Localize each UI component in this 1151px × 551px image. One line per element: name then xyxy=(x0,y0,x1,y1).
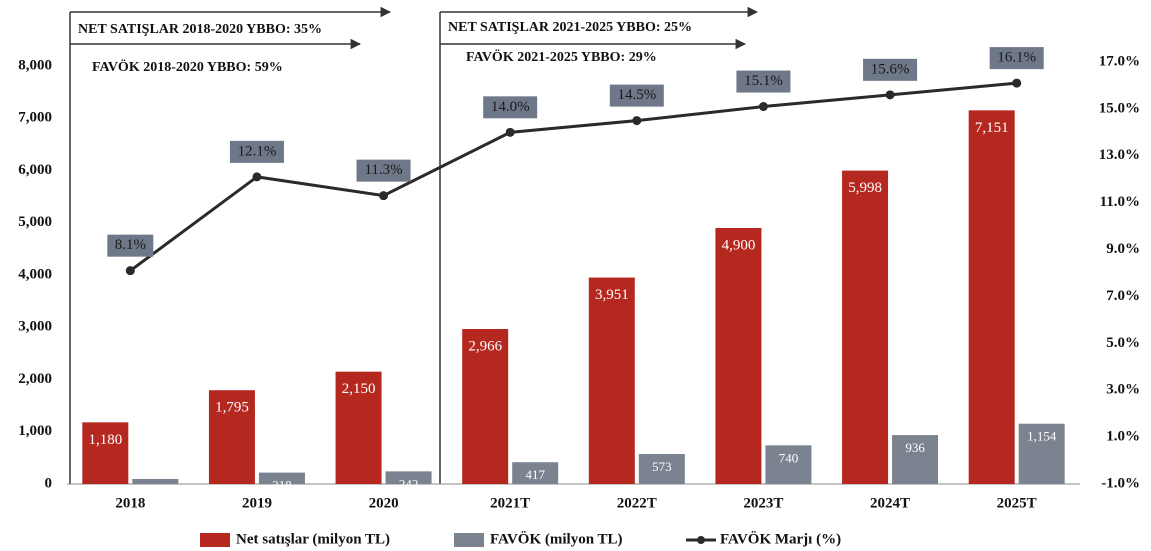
point xyxy=(885,90,895,100)
x-tick-label: 2024T xyxy=(870,495,910,511)
label-box xyxy=(229,140,284,163)
y-tick-label: 1,000 xyxy=(18,423,52,439)
annotation: FAVÖK 2021-2025 YBBO: 29% xyxy=(466,48,657,65)
y2-tick-label: 3.0% xyxy=(1106,382,1140,398)
y-tick-label: 2,000 xyxy=(18,371,52,387)
bar xyxy=(638,454,685,484)
data-label: 16.1% xyxy=(997,50,1036,66)
annotation: NET SATIŞLAR 2021-2025 YBBO: 25% xyxy=(448,20,692,35)
data-label: 14.0% xyxy=(491,99,530,115)
data-label: 4,900 xyxy=(722,237,756,253)
y-tick-label: 3,000 xyxy=(18,319,52,335)
data-label: 15.6% xyxy=(871,61,910,77)
y2-tick-label: 7.0% xyxy=(1106,288,1140,304)
point xyxy=(125,266,135,276)
label-box xyxy=(736,70,791,93)
data-label: 5,998 xyxy=(848,180,882,196)
data-label: 11.3% xyxy=(364,162,402,178)
bar xyxy=(208,390,255,484)
bar xyxy=(462,329,509,484)
data-label: 1,795 xyxy=(215,400,249,416)
y2-tick-label: 13.0% xyxy=(1099,147,1140,163)
y2-tick-label: 9.0% xyxy=(1106,241,1140,257)
bar xyxy=(765,445,812,484)
x-tick-label: 2018 xyxy=(115,495,145,511)
data-label: 1,180 xyxy=(88,432,122,448)
line xyxy=(129,81,1017,272)
bar xyxy=(335,371,382,484)
x-tick-label: 2023T xyxy=(743,495,783,511)
y-tick-label: 4,000 xyxy=(18,266,52,282)
legend-swatch xyxy=(200,533,230,547)
label-box xyxy=(356,159,411,182)
data-label: 218 xyxy=(272,478,292,493)
y2-tick-label: 15.0% xyxy=(1099,100,1140,116)
y-tick-label: 8,000 xyxy=(18,57,52,73)
label-box xyxy=(107,234,154,257)
bar xyxy=(842,170,889,485)
data-label: 740 xyxy=(779,450,799,465)
bar xyxy=(258,472,305,484)
bar xyxy=(715,227,762,484)
y2-tick-label: 1.0% xyxy=(1106,429,1140,445)
data-label: 417 xyxy=(525,467,545,482)
point xyxy=(252,172,262,182)
bar xyxy=(588,277,635,484)
bar xyxy=(512,462,559,484)
legend-label: Net satışlar (milyon TL) xyxy=(236,531,390,547)
label-box xyxy=(863,58,918,81)
annotation-arrows xyxy=(69,6,759,484)
point xyxy=(505,127,515,137)
x-tick-label: 2021T xyxy=(490,495,530,511)
data-label: 936 xyxy=(905,440,925,455)
legend-label: FAVÖK (milyon TL) xyxy=(490,530,623,547)
x-tick-label: 2020 xyxy=(369,495,399,511)
legend-label: FAVÖK Marjı (%) xyxy=(720,530,841,547)
y-tick-label: 7,000 xyxy=(18,110,52,126)
data-label: 1,154 xyxy=(1027,429,1057,444)
y-tick-label: 5,000 xyxy=(18,214,52,230)
label-box xyxy=(609,84,664,107)
bar xyxy=(968,110,1015,484)
data-label: 3,951 xyxy=(595,287,629,303)
point xyxy=(379,191,389,201)
data-label: 7,151 xyxy=(975,120,1009,136)
bar xyxy=(892,435,939,484)
data-label: 2,966 xyxy=(468,338,502,354)
y2-tick-label: 5.0% xyxy=(1106,335,1140,351)
x-tick-label: 2025T xyxy=(997,495,1037,511)
data-label: 12.1% xyxy=(238,143,277,159)
label-box xyxy=(483,96,538,119)
y-tick-label: 0 xyxy=(45,475,53,491)
y-tick-label: 6,000 xyxy=(18,162,52,178)
legend-swatch xyxy=(697,536,705,544)
annotation: FAVÖK 2018-2020 YBBO: 59% xyxy=(92,58,283,75)
y2-tick-label: -1.0% xyxy=(1101,475,1140,491)
x-tick-label: 2019 xyxy=(242,495,272,511)
bar xyxy=(132,478,179,484)
data-label: 15.1% xyxy=(744,73,783,89)
x-tick-label: 2022T xyxy=(617,495,657,511)
point xyxy=(1012,78,1022,88)
data-label: 573 xyxy=(652,459,672,474)
bar xyxy=(385,471,432,484)
label-box xyxy=(989,47,1044,70)
data-label: 2,150 xyxy=(342,381,376,397)
data-label: 14.5% xyxy=(617,87,656,103)
annotation: NET SATIŞLAR 2018-2020 YBBO: 35% xyxy=(78,22,322,37)
point xyxy=(758,102,768,112)
y2-tick-label: 17.0% xyxy=(1099,53,1140,69)
data-label: 8.1% xyxy=(115,237,146,253)
point xyxy=(632,116,642,126)
data-label: 242 xyxy=(399,476,419,491)
legend-swatch xyxy=(454,533,484,547)
bar xyxy=(1018,423,1065,484)
bar xyxy=(82,422,129,484)
y2-tick-label: 11.0% xyxy=(1100,194,1140,210)
data-label: 96 xyxy=(149,484,163,499)
